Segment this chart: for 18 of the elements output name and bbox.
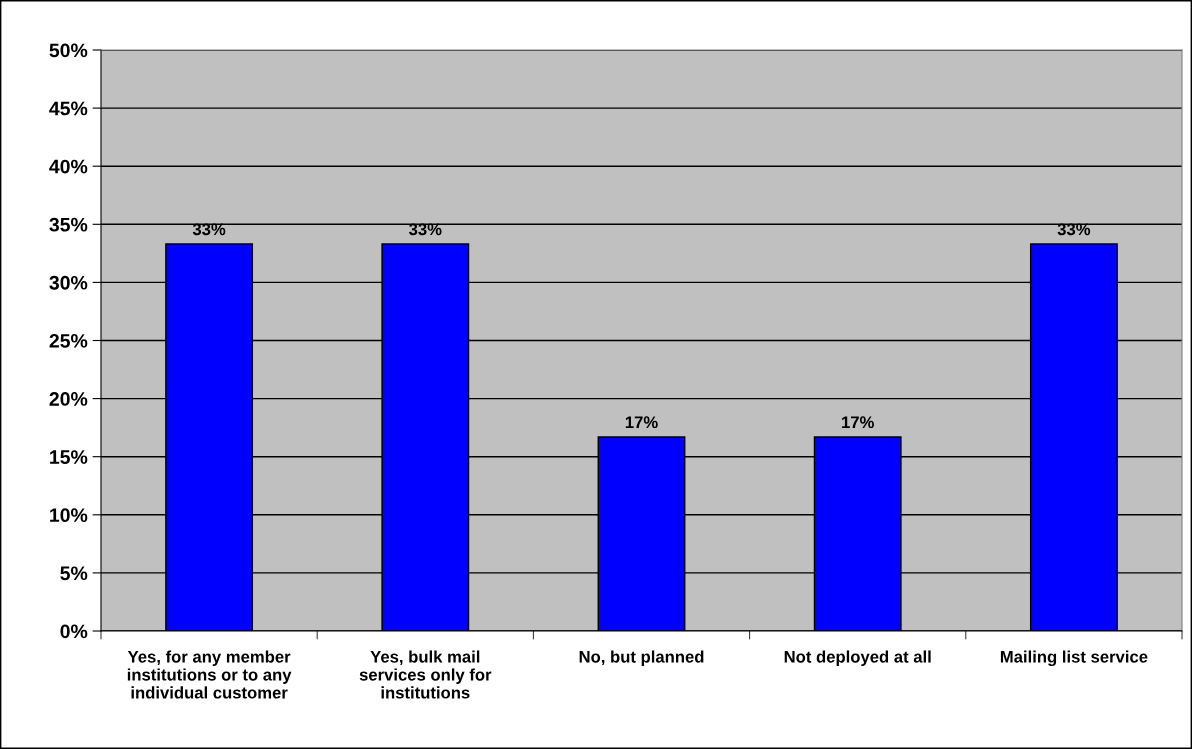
data-label: 17%: [625, 416, 658, 429]
y-tick-label: 45%: [49, 101, 88, 116]
y-tick-label: 40%: [49, 159, 88, 174]
x-tick-label: Yes, bulk mail services only for institutions: [359, 650, 492, 699]
y-tick-label: 5%: [60, 566, 88, 581]
y-tick-label: 20%: [49, 392, 88, 406]
y-tick-label: 0%: [60, 624, 88, 639]
x-tick-label: No, but planned: [579, 650, 704, 666]
y-tick-label: 35%: [49, 217, 88, 232]
x-tick-label: Yes, for any member institutions or to any individual customer: [127, 650, 292, 699]
y-tick-label: 10%: [50, 508, 88, 523]
y-tick-label: 25%: [49, 333, 88, 348]
y-tick-label: 30%: [49, 275, 88, 290]
y-tick-label: 15%: [50, 450, 88, 464]
x-tick-label: Mailing list service: [1000, 650, 1148, 667]
x-tick-label: Not deployed at all: [784, 650, 931, 666]
data-label: 17%: [842, 416, 874, 429]
y-tick-label: 50%: [49, 43, 88, 58]
